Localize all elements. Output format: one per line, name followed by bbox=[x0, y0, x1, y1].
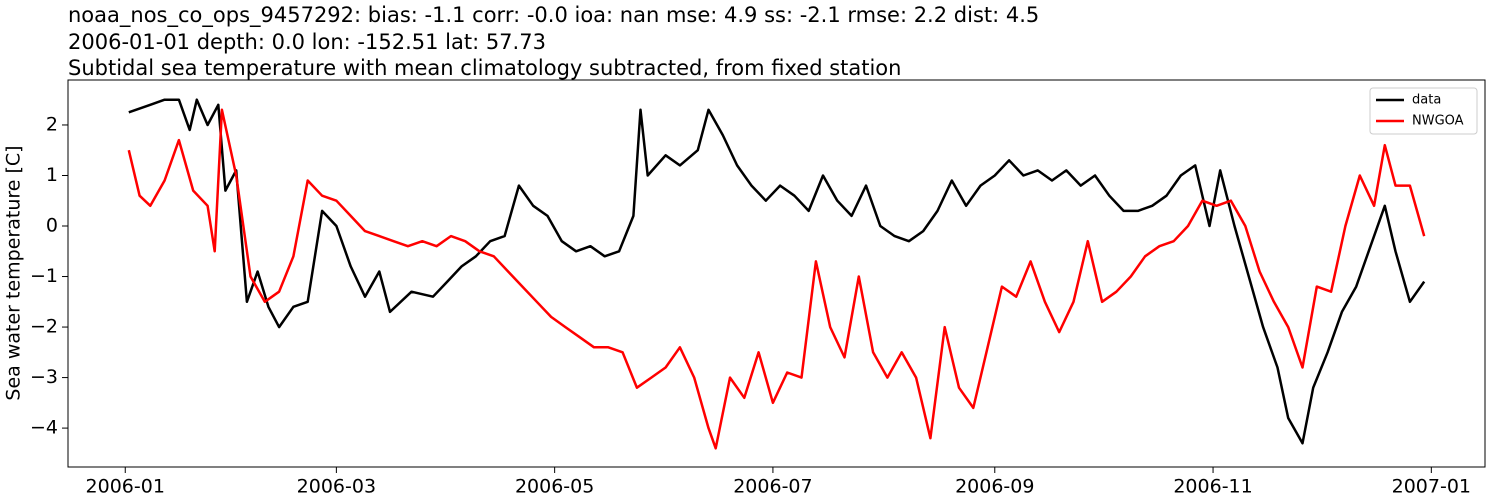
y-tick-label: −2 bbox=[30, 316, 58, 338]
x-tick-label: 2006-01 bbox=[86, 476, 165, 498]
y-tick-label: −1 bbox=[30, 265, 58, 287]
y-tick-label: 1 bbox=[46, 164, 58, 186]
x-tick-label: 2006-07 bbox=[733, 476, 812, 498]
y-tick-label: −3 bbox=[30, 366, 58, 388]
x-tick-label: 2006-09 bbox=[955, 476, 1034, 498]
x-tick-label: 2006-05 bbox=[515, 476, 594, 498]
data-line bbox=[128, 98, 1426, 445]
legend-label: NWGOA bbox=[1412, 114, 1464, 129]
chart-subtitle: Subtidal sea temperature with mean clima… bbox=[68, 56, 901, 80]
chart-title: noaa_nos_co_ops_9457292: bias: -1.1 corr… bbox=[68, 3, 1039, 28]
data-line bbox=[127, 108, 1426, 450]
chart-subtitle: 2006-01-01 depth: 0.0 lon: -152.51 lat: … bbox=[68, 30, 546, 54]
x-tick-label: 2007-01 bbox=[1392, 476, 1471, 498]
legend-label: data bbox=[1412, 93, 1441, 108]
x-tick-label: 2006-11 bbox=[1173, 476, 1252, 498]
y-tick-label: 0 bbox=[46, 215, 58, 237]
y-tick-label: 2 bbox=[46, 113, 58, 135]
plot-frame bbox=[67, 79, 1486, 468]
y-axis-label: Sea water temperature [C] bbox=[3, 145, 25, 400]
x-tick-label: 2006-03 bbox=[297, 476, 376, 498]
y-tick-label: −4 bbox=[30, 417, 58, 439]
